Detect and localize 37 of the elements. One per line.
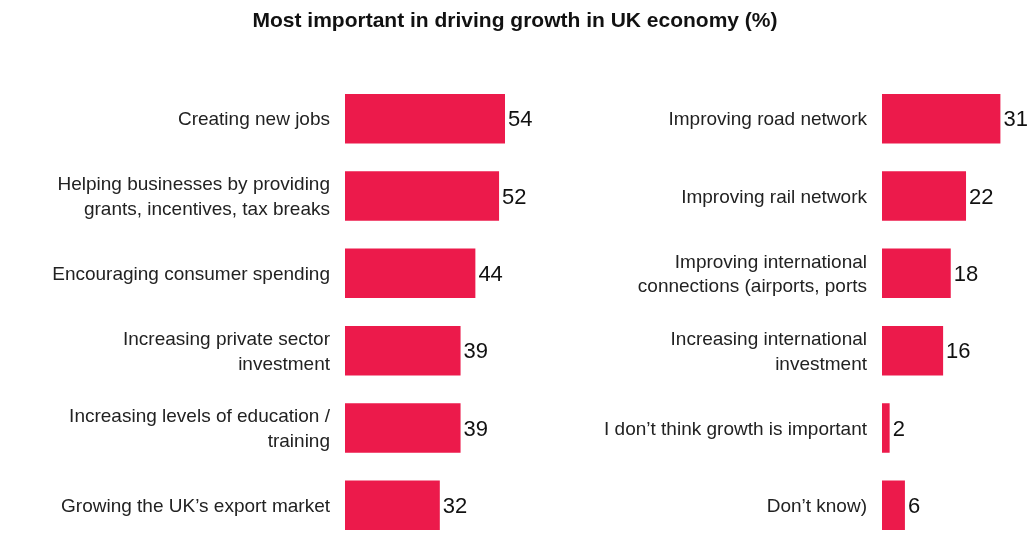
bar — [345, 248, 476, 299]
data-label: 54 — [508, 106, 533, 132]
data-label: 22 — [969, 183, 994, 209]
bar — [882, 403, 890, 453]
bar — [345, 93, 505, 144]
data-label: 39 — [463, 338, 489, 364]
bar — [345, 480, 440, 531]
data-label: 2 — [892, 415, 905, 441]
y-tick-label: Increasing private sector investment — [123, 327, 331, 374]
data-label: 31 — [1003, 106, 1028, 132]
y-tick-label: Growing the UK’s export market — [61, 494, 331, 516]
y-tick-label: Improving road network — [668, 108, 868, 130]
data-label: 52 — [502, 183, 527, 209]
y-tick-label: Creating new jobs — [177, 108, 330, 130]
data-label: 18 — [953, 260, 979, 286]
bar — [882, 93, 1001, 144]
y-tick-label: I don’t think growth is important — [604, 417, 868, 439]
chart-title: Most important in driving growth in UK economy (%) — [251, 8, 779, 32]
bar — [882, 480, 905, 531]
y-tick-label: Improving rail network — [681, 185, 868, 207]
bar — [345, 403, 461, 453]
y-tick-label: Improving international connections (airports, ports — [637, 250, 867, 297]
data-label: 6 — [907, 492, 921, 518]
data-label: 16 — [946, 338, 971, 364]
data-label: 39 — [463, 415, 489, 441]
bar — [882, 171, 967, 221]
bar — [345, 171, 500, 221]
data-label: 32 — [442, 492, 468, 518]
bar — [882, 248, 951, 299]
y-tick-label: Increasing levels of education / training — [69, 405, 331, 451]
y-tick-label: Helping businesses by providing grants, incentives, tax breaks — [57, 173, 330, 219]
y-tick-label: Encouraging consumer spending — [52, 262, 330, 284]
data-label: 44 — [478, 260, 503, 286]
bar — [882, 325, 944, 376]
y-tick-label: Don’t know) — [766, 494, 867, 516]
bar — [345, 325, 461, 376]
y-tick-label: Increasing international investment — [670, 327, 868, 374]
